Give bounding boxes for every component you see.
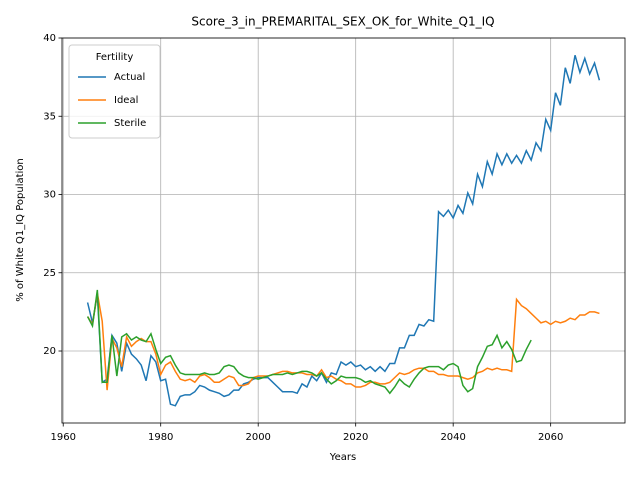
y-tick-label: 25 <box>43 268 56 279</box>
legend: Fertility Actual Ideal Sterile <box>68 44 161 139</box>
legend-label: Ideal <box>114 95 138 106</box>
x-tick-label: 2020 <box>343 432 368 443</box>
x-axis-label: Years <box>329 452 356 463</box>
x-tick-label: 2000 <box>245 432 270 443</box>
y-axis-label: % of White Q1_IQ Population <box>15 158 26 302</box>
chart-title: Score_3_in_PREMARITAL_SEX_OK_for_White_Q… <box>191 15 494 29</box>
x-tick-label: 1980 <box>148 432 173 443</box>
legend-label: Sterile <box>114 118 146 129</box>
x-tick-label: 1960 <box>50 432 75 443</box>
x-tick-label: 2040 <box>440 432 465 443</box>
x-tick-label: 2060 <box>538 432 563 443</box>
y-tick-label: 35 <box>43 111 56 122</box>
series-line <box>86 289 532 395</box>
legend-box <box>68 44 161 139</box>
legend-title: Fertility <box>96 52 134 63</box>
series-line <box>86 292 600 391</box>
plot-frame <box>61 37 626 424</box>
y-tick-label: 40 <box>43 33 56 44</box>
y-tick-label: 30 <box>43 190 56 201</box>
legend-label: Actual <box>114 72 145 83</box>
y-tick-label: 20 <box>43 346 56 357</box>
series-line <box>86 55 601 407</box>
